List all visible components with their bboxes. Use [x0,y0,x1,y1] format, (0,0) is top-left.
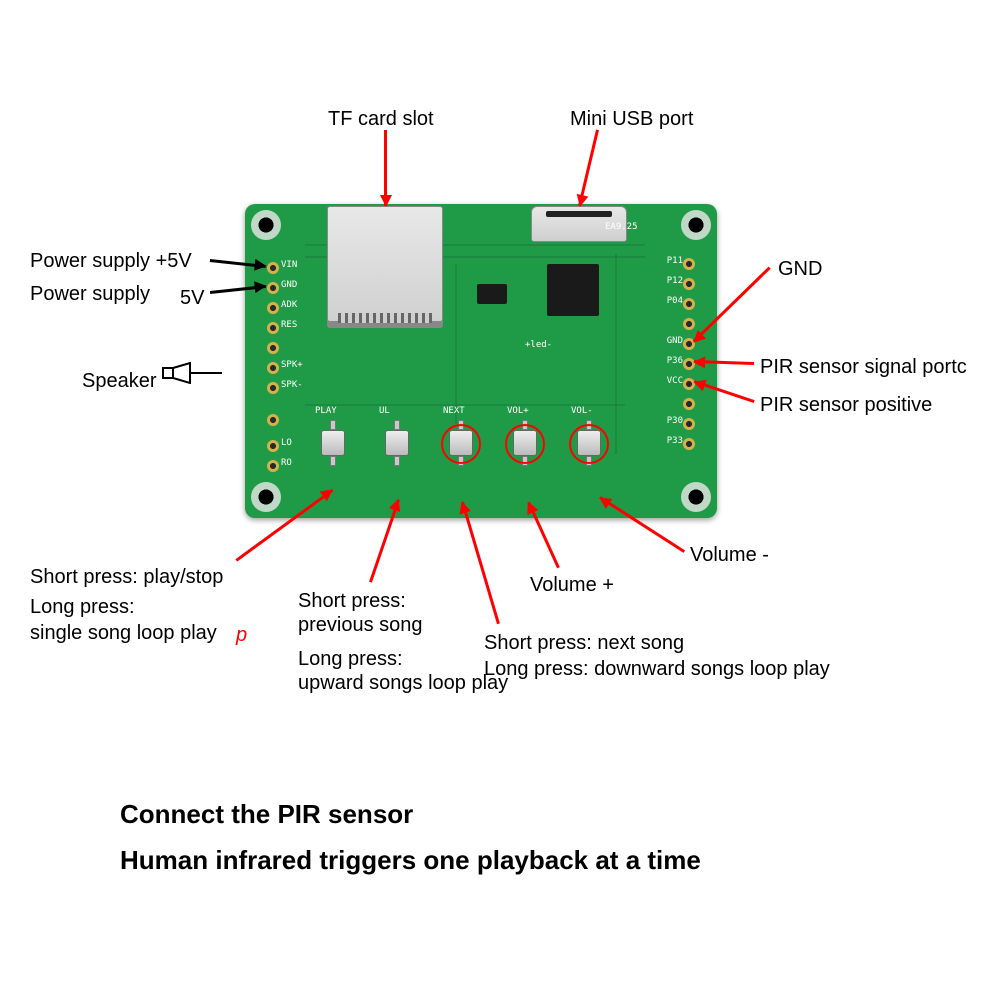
solder-pad [267,382,279,394]
callout-label-pwr2a: Power supply [30,283,150,306]
callout-label-b2a: Short press: [298,590,406,613]
silkscreen-label: +led- [525,340,552,350]
silkscreen-label: SPK+ [281,360,303,370]
solder-pad [683,298,695,310]
callout-label-spk: Speaker [82,370,157,393]
callout-label-gnd: GND [778,258,822,281]
callout-label-b1b: Long press: [30,596,135,619]
callout-arrow [694,362,754,364]
silkscreen-label: VOL+ [507,406,529,416]
solder-pad [267,362,279,374]
silkscreen-label: P36 [667,356,683,366]
footer-line-1: Connect the PIR sensor [120,800,413,830]
pcb-trace [455,264,457,424]
silkscreen-label: RO [281,458,292,468]
callout-label-b2b: previous song [298,614,423,637]
callout-label-tf: TF card slot [328,108,434,131]
tact-button [317,420,349,466]
callout-label-b1c: single song loop play [30,622,217,645]
mount-hole [251,210,281,240]
silkscreen-label: GND [667,336,683,346]
callout-arrow [580,130,598,206]
callout-label-b2c: Long press: [298,648,403,671]
mount-hole [681,482,711,512]
callout-label-b3a: Short press: next song [484,632,684,655]
tact-button [381,420,413,466]
callout-label-usb: Mini USB port [570,108,693,131]
callout-label-b4: Volume + [530,574,614,597]
silkscreen-label: ADK [281,300,297,310]
speaker-icon [162,362,224,384]
mount-hole [681,210,711,240]
silkscreen-label: P11 [667,256,683,266]
ic-chip [477,284,507,304]
solder-pad [267,440,279,452]
callout-label-b3b: Long press: downward songs loop play [484,658,830,681]
callout-arrow [210,260,266,266]
silkscreen-label: EA9.25 [605,222,638,232]
silkscreen-label: GND [281,280,297,290]
silkscreen-label: LO [281,438,292,448]
solder-pad [683,278,695,290]
silkscreen-label: SPK- [281,380,303,390]
solder-pad [267,322,279,334]
silkscreen-label: P04 [667,296,683,306]
solder-pad [683,258,695,270]
ic-chip [547,264,599,316]
solder-pad [267,282,279,294]
silkscreen-label: RES [281,320,297,330]
callout-ring [505,424,545,464]
solder-pad [267,460,279,472]
silkscreen-label: VOL- [571,406,593,416]
silkscreen-label: P30 [667,416,683,426]
silkscreen-label: VIN [281,260,297,270]
solder-pad [683,318,695,330]
stray-mark: p [236,624,247,647]
callout-ring [441,424,481,464]
silkscreen-label: P33 [667,436,683,446]
silkscreen-label: PLAY [315,406,337,416]
solder-pad [267,414,279,426]
pcb-board: VIN GND ADK RES SPK+ SPK- LO RO P11 P12 P04 GND P36 V… [245,204,717,518]
solder-pad [683,398,695,410]
callout-label-b5: Volume - [690,544,769,567]
tf-card-slot [327,206,443,328]
callout-label-pirsig: PIR sensor signal portc [760,356,967,379]
callout-label-b2d: upward songs loop play [298,672,508,695]
solder-pad [267,342,279,354]
mount-hole [251,482,281,512]
callout-label-b1a: Short press: play/stop [30,566,223,589]
silkscreen-label: NEXT [443,406,465,416]
callout-arrow [210,286,266,292]
silkscreen-label: UL [379,406,390,416]
silkscreen-label: P12 [667,276,683,286]
callout-label-pwr1: Power supply +5V [30,250,192,273]
solder-pad [683,418,695,430]
solder-pad [683,438,695,450]
callout-arrow [462,502,498,624]
callout-label-pwr2b: 5V [180,287,204,310]
solder-pad [267,262,279,274]
pcb-trace [615,254,617,454]
silkscreen-label: VCC [667,376,683,386]
callout-label-pirpos: PIR sensor positive [760,394,932,417]
solder-pad [267,302,279,314]
footer-line-2: Human infrared triggers one playback at … [120,846,701,876]
callout-ring [569,424,609,464]
diagram-stage: { "canvas": { "w": 1000, "h": 1000, "bg"… [0,0,1000,1000]
pcb-inner: VIN GND ADK RES SPK+ SPK- LO RO P11 P12 P04 GND P36 V… [245,204,717,518]
